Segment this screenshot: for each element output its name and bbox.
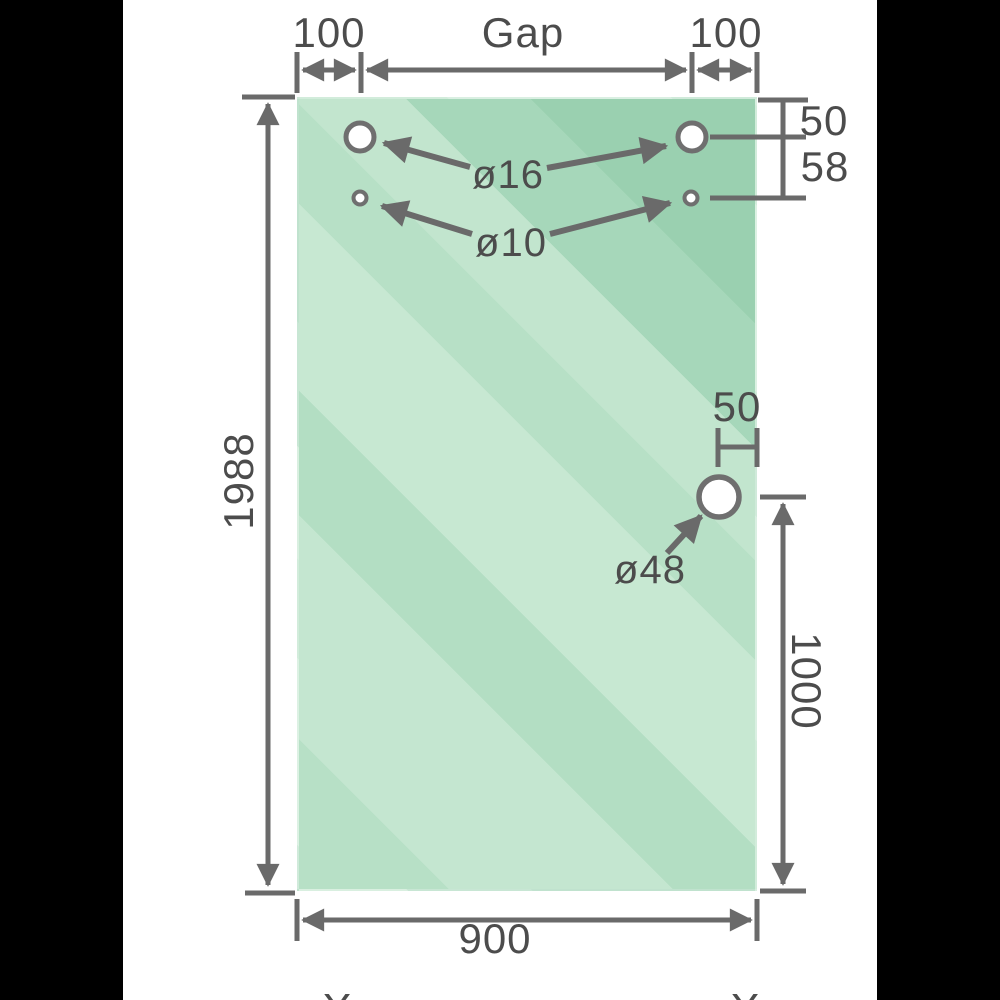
hole-o16-left <box>343 120 377 154</box>
cropped-mark-left: X <box>322 988 351 1000</box>
letterbox-left <box>0 0 123 1000</box>
handle-height-dimension <box>760 494 806 894</box>
hole-offset-dimension <box>710 97 808 201</box>
glass-panel <box>297 97 757 891</box>
arrow-o16-right <box>546 137 669 171</box>
hole-label-large: ø16 <box>472 153 544 197</box>
dim-label-handle-height: 1000 <box>783 632 830 730</box>
arrow-o10-left <box>379 200 473 237</box>
dim-label-hole-spacing: 58 <box>800 143 850 190</box>
top-dimension <box>294 52 760 93</box>
hole-o10-right <box>682 189 700 207</box>
hole-leader-arrows <box>379 136 704 556</box>
dim-label-gap: Gap <box>481 9 565 56</box>
holes <box>343 120 742 520</box>
arrow-o16-left <box>381 136 471 170</box>
letterbox-right <box>877 0 1000 1000</box>
width-dimension <box>294 899 760 941</box>
arrow-o10-right <box>549 195 673 237</box>
height-dimension <box>242 94 295 896</box>
handle-offset-dimension <box>715 428 760 467</box>
hole-o10-left <box>351 189 369 207</box>
dim-label-width: 900 <box>458 915 532 962</box>
dim-label-top-left-offset: 100 <box>292 9 366 56</box>
dim-label-top-right-offset: 100 <box>689 9 763 56</box>
hole-label-handle: ø48 <box>614 548 686 592</box>
dim-label-height: 1988 <box>215 432 262 530</box>
hole-label-small: ø10 <box>475 221 547 265</box>
dim-label-handle-offset: 50 <box>712 383 762 430</box>
dim-label-edge-to-hole: 50 <box>799 97 849 144</box>
arrow-o48 <box>664 513 704 556</box>
hole-o48-handle <box>696 474 742 520</box>
cropped-mark-right: X <box>730 988 759 1000</box>
hole-o16-right <box>675 120 709 154</box>
